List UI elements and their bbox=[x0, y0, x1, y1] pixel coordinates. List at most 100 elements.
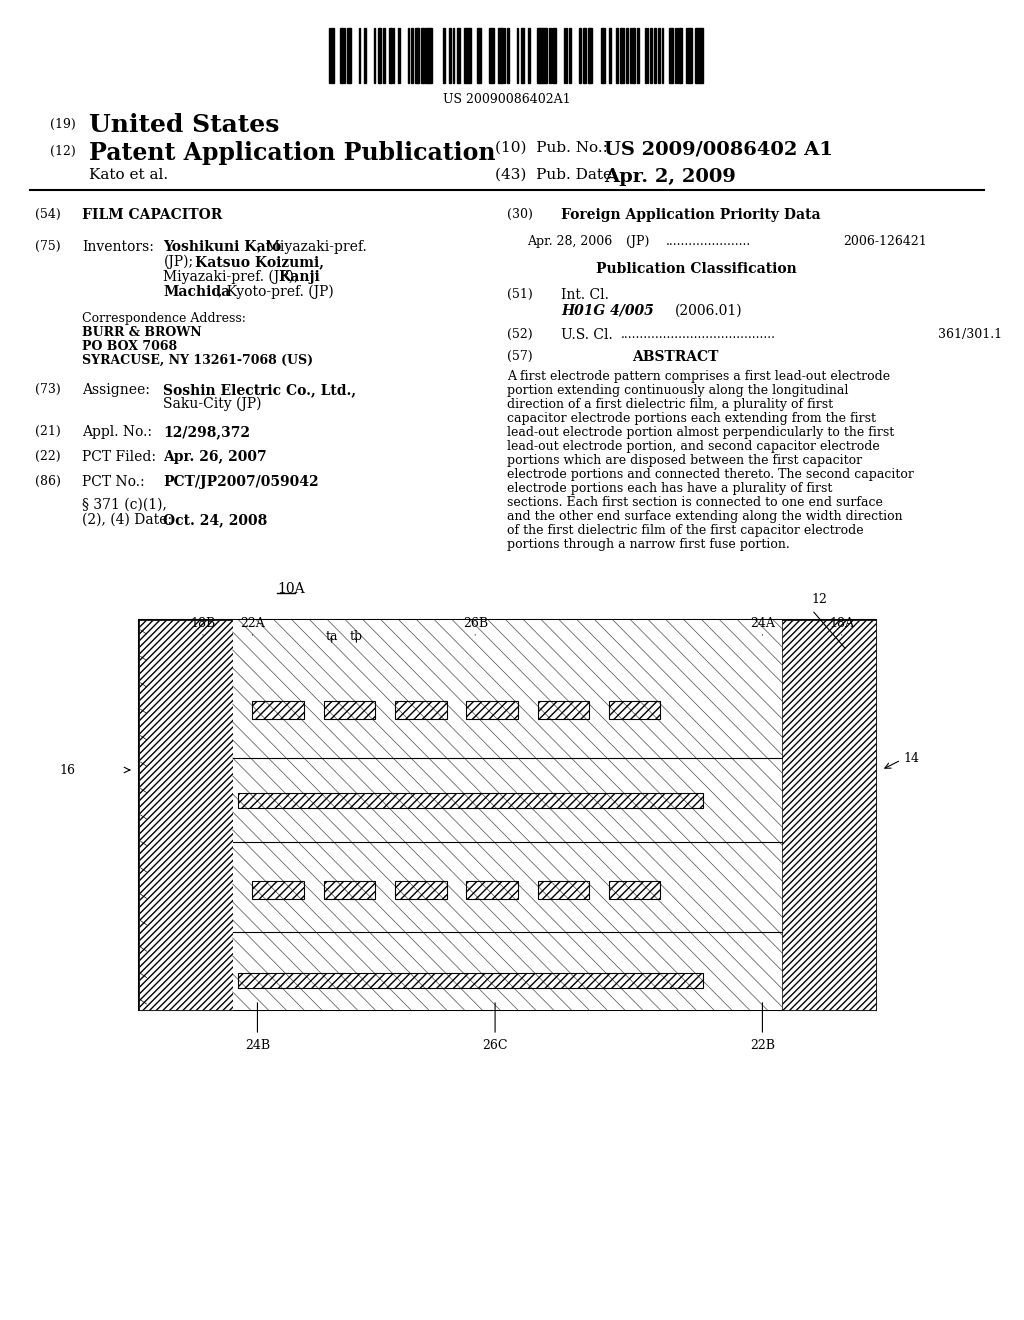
Bar bbox=[468, 28, 470, 83]
Bar bbox=[609, 880, 660, 899]
Bar bbox=[543, 28, 545, 83]
Bar bbox=[701, 28, 702, 83]
Text: Katsuo Koizumi,: Katsuo Koizumi, bbox=[195, 255, 324, 269]
Text: 26C: 26C bbox=[482, 1039, 508, 1052]
Bar bbox=[459, 28, 460, 83]
Bar bbox=[498, 28, 500, 83]
Text: ........................................: ........................................ bbox=[621, 327, 776, 341]
Text: 22B: 22B bbox=[750, 1039, 775, 1052]
Bar bbox=[477, 28, 479, 83]
Bar bbox=[528, 28, 529, 83]
Text: (10)  Pub. No.:: (10) Pub. No.: bbox=[495, 141, 608, 154]
Bar bbox=[378, 28, 379, 83]
Bar bbox=[690, 28, 691, 83]
Bar bbox=[466, 701, 518, 719]
Bar bbox=[479, 28, 481, 83]
Text: 10A: 10A bbox=[278, 582, 305, 597]
Bar bbox=[342, 28, 343, 83]
Bar bbox=[507, 28, 509, 83]
Text: of the first dielectric film of the first capacitor electrode: of the first dielectric film of the firs… bbox=[507, 524, 863, 537]
Text: (75): (75) bbox=[35, 240, 60, 253]
Text: Patent Application Publication: Patent Application Publication bbox=[89, 141, 496, 165]
Bar bbox=[542, 28, 543, 83]
Text: Apr. 28, 2006: Apr. 28, 2006 bbox=[526, 235, 612, 248]
Text: (21): (21) bbox=[35, 425, 60, 438]
Bar bbox=[324, 701, 375, 719]
Text: Machida: Machida bbox=[164, 285, 230, 300]
Text: 361/301.1: 361/301.1 bbox=[938, 327, 1001, 341]
Text: BURR & BROWN: BURR & BROWN bbox=[82, 326, 202, 339]
Text: 12: 12 bbox=[812, 593, 827, 606]
Text: PCT Filed:: PCT Filed: bbox=[82, 450, 157, 465]
Text: Apr. 26, 2007: Apr. 26, 2007 bbox=[164, 450, 267, 465]
Bar bbox=[395, 880, 446, 899]
Text: H01G 4/005: H01G 4/005 bbox=[561, 304, 654, 318]
Bar bbox=[603, 28, 605, 83]
Bar bbox=[253, 880, 304, 899]
Bar bbox=[428, 28, 430, 83]
Bar bbox=[470, 28, 471, 83]
Text: Kanji: Kanji bbox=[279, 271, 319, 284]
Text: electrode portions and connected thereto. The second capacitor: electrode portions and connected thereto… bbox=[507, 469, 913, 480]
Bar bbox=[238, 973, 703, 987]
Bar bbox=[553, 28, 554, 83]
Bar bbox=[490, 28, 493, 83]
Text: portions which are disposed between the first capacitor: portions which are disposed between the … bbox=[507, 454, 862, 467]
Bar bbox=[443, 28, 445, 83]
Bar bbox=[391, 28, 392, 83]
Bar bbox=[688, 28, 689, 83]
Bar bbox=[466, 880, 518, 899]
Bar bbox=[408, 28, 410, 83]
Bar bbox=[349, 28, 351, 83]
Bar bbox=[671, 28, 673, 83]
Bar bbox=[453, 28, 455, 83]
Bar bbox=[601, 28, 603, 83]
Bar bbox=[426, 28, 428, 83]
Bar bbox=[517, 28, 518, 83]
Bar bbox=[450, 28, 451, 83]
Bar bbox=[395, 701, 446, 719]
Text: Apr. 2, 2009: Apr. 2, 2009 bbox=[604, 168, 736, 186]
Bar bbox=[504, 28, 505, 83]
Bar bbox=[466, 28, 468, 83]
Text: , Miyazaki-pref.: , Miyazaki-pref. bbox=[257, 240, 368, 253]
Bar bbox=[616, 28, 618, 83]
Bar bbox=[626, 28, 628, 83]
Bar bbox=[669, 28, 671, 83]
Text: (2), (4) Date:: (2), (4) Date: bbox=[82, 513, 172, 527]
Bar bbox=[430, 28, 432, 83]
Text: lead-out electrode portion, and second capacitor electrode: lead-out electrode portion, and second c… bbox=[507, 440, 880, 453]
Text: US 20090086402A1: US 20090086402A1 bbox=[443, 92, 570, 106]
Bar bbox=[621, 28, 622, 83]
Bar bbox=[551, 28, 552, 83]
Bar bbox=[645, 28, 646, 83]
Text: 14: 14 bbox=[903, 751, 919, 764]
Bar bbox=[389, 28, 390, 83]
Bar bbox=[646, 28, 648, 83]
Bar bbox=[421, 28, 423, 83]
Bar bbox=[677, 28, 678, 83]
Bar bbox=[374, 28, 376, 83]
Bar bbox=[540, 28, 541, 83]
Bar bbox=[464, 28, 466, 83]
Bar bbox=[502, 28, 504, 83]
Bar bbox=[549, 28, 551, 83]
Text: ......................: ...................... bbox=[666, 235, 751, 248]
Bar bbox=[695, 28, 697, 83]
Text: 24A: 24A bbox=[750, 616, 775, 630]
Bar bbox=[398, 28, 400, 83]
Text: 22A: 22A bbox=[240, 616, 265, 630]
Text: Miyazaki-pref. (JP);: Miyazaki-pref. (JP); bbox=[164, 271, 299, 284]
Text: portions through a narrow first fuse portion.: portions through a narrow first fuse por… bbox=[507, 539, 790, 550]
Text: (2006.01): (2006.01) bbox=[675, 304, 743, 318]
Text: Publication Classification: Publication Classification bbox=[596, 261, 797, 276]
Bar bbox=[697, 28, 699, 83]
Bar bbox=[365, 28, 366, 83]
Text: Foreign Application Priority Data: Foreign Application Priority Data bbox=[561, 209, 821, 222]
Bar bbox=[637, 28, 639, 83]
Text: ABSTRACT: ABSTRACT bbox=[632, 350, 719, 364]
Bar bbox=[538, 880, 589, 899]
Text: (73): (73) bbox=[35, 383, 60, 396]
Text: and the other end surface extending along the width direction: and the other end surface extending alon… bbox=[507, 510, 902, 523]
Bar bbox=[538, 701, 589, 719]
